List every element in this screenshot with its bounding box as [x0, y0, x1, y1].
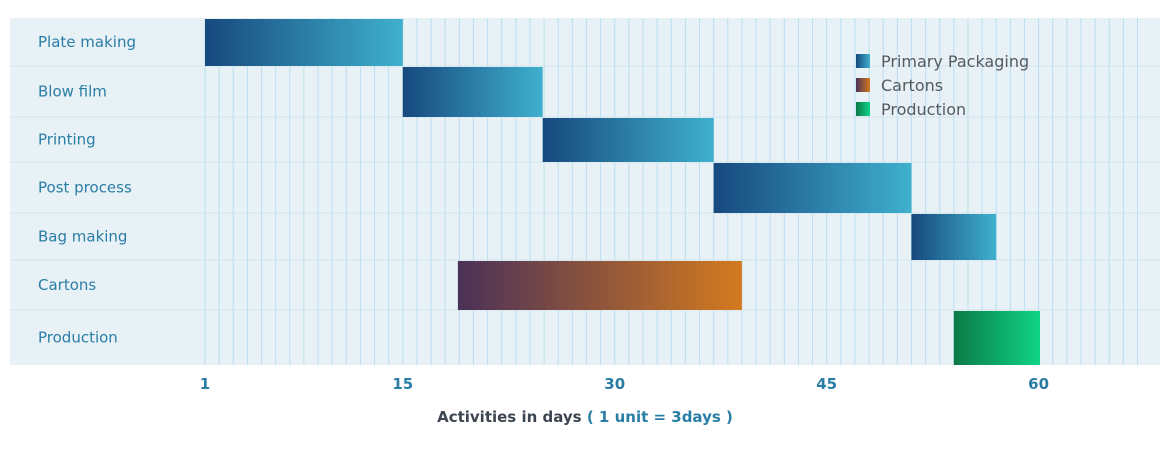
legend-label: Production	[881, 100, 966, 119]
row-label: Printing	[38, 131, 96, 149]
x-tick-label: 60	[1028, 375, 1049, 393]
x-axis-caption: Activities in days ( 1 unit = 3days )	[0, 408, 1170, 426]
row-label: Production	[38, 329, 118, 347]
gantt-bar	[205, 19, 403, 66]
x-axis-unit-note: ( 1 unit = 3days )	[586, 408, 733, 426]
gantt-bar	[953, 311, 1041, 365]
x-axis-label: Activities in days	[437, 408, 582, 426]
x-tick-label: 45	[816, 375, 837, 393]
gantt-bar	[542, 118, 714, 162]
row-label: Blow film	[38, 83, 107, 101]
legend-swatch	[856, 78, 870, 92]
gantt-bar	[911, 214, 997, 260]
x-tick-label: 15	[392, 375, 413, 393]
x-tick-label: 30	[604, 375, 625, 393]
row-label: Cartons	[38, 276, 96, 294]
x-tick-label: 1	[200, 375, 210, 393]
gantt-bar	[402, 67, 543, 117]
legend-swatch	[856, 102, 870, 116]
legend-label: Cartons	[881, 76, 943, 95]
gantt-bar	[457, 261, 742, 310]
legend-swatch	[856, 54, 870, 68]
gantt-bar	[713, 163, 912, 213]
legend-label: Primary Packaging	[881, 52, 1029, 71]
row-label: Plate making	[38, 33, 136, 51]
row-label: Post process	[38, 179, 132, 197]
row-label: Bag making	[38, 228, 127, 246]
